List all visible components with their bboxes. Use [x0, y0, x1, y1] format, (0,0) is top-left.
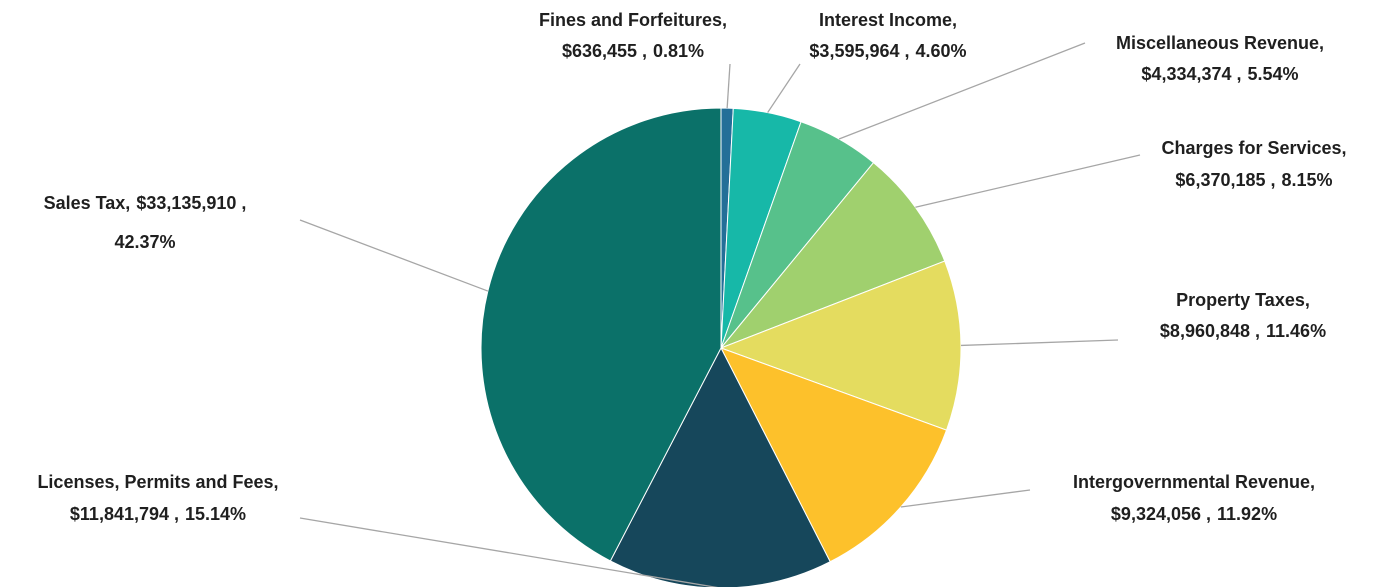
leader-line	[726, 63, 731, 109]
data-label: Sales Tax, $33,135,910 , 42.37%	[44, 193, 247, 252]
label-part: $6,370,185 ,	[1175, 170, 1275, 190]
leader-line	[767, 63, 801, 113]
label-part: $636,455 ,	[562, 41, 647, 61]
data-label: Miscellaneous Revenue, $4,334,374 , 5.54%	[1116, 33, 1324, 84]
label-part: 4.60%	[916, 41, 967, 61]
label-part: 11.46%	[1266, 321, 1326, 341]
label-part: Property Taxes,	[1176, 290, 1310, 310]
data-label: Fines and Forfeitures, $636,455 , 0.81%	[539, 10, 727, 61]
label-part: 42.37%	[114, 232, 175, 252]
data-label: Intergovernmental Revenue, $9,324,056 , 11…	[1073, 472, 1315, 524]
data-label: Charges for Services, $6,370,185 , 8.15%	[1161, 138, 1346, 190]
label-part: Miscellaneous Revenue,	[1116, 33, 1324, 53]
label-part: $9,324,056 ,	[1111, 504, 1211, 524]
data-label: Property Taxes, $8,960,848 , 11.46%	[1160, 290, 1326, 341]
label-part: Fines and Forfeitures,	[539, 10, 727, 30]
label-part: Charges for Services,	[1161, 138, 1346, 158]
label-part: 11.92%	[1217, 504, 1277, 524]
label-part: $8,960,848 ,	[1160, 321, 1260, 341]
label-part: 5.54%	[1248, 64, 1299, 84]
label-part: Intergovernmental Revenue,	[1073, 472, 1315, 492]
label-part: 15.14%	[185, 504, 246, 524]
pie-slice	[609, 346, 831, 587]
label-part: Interest Income,	[819, 10, 957, 30]
label-part: $4,334,374 ,	[1141, 64, 1241, 84]
label-part: 0.81%	[653, 41, 704, 61]
pie-slice	[719, 260, 962, 431]
leader-line	[960, 339, 1119, 347]
label-part: $33,135,910 ,	[136, 193, 246, 213]
leader-line	[299, 219, 489, 292]
label-part: Sales Tax,	[44, 193, 131, 213]
leader-line	[900, 489, 1031, 508]
label-part: $3,595,964 ,	[809, 41, 909, 61]
data-label: Interest Income, $3,595,964 , 4.60%	[809, 10, 966, 61]
leader-line	[915, 154, 1141, 208]
leader-line	[299, 517, 719, 587]
data-label: Licenses, Permits and Fees, $11,841,794 ,…	[37, 472, 278, 524]
label-part: Licenses, Permits and Fees,	[37, 472, 278, 492]
label-part: $11,841,794 ,	[70, 504, 179, 524]
leader-line	[838, 42, 1086, 140]
label-part: 8.15%	[1282, 170, 1333, 190]
